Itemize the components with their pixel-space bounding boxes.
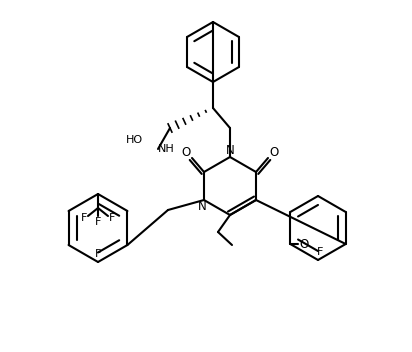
Text: F: F [95, 217, 101, 227]
Text: O: O [300, 238, 309, 251]
Text: NH: NH [158, 144, 175, 154]
Text: O: O [269, 145, 279, 158]
Text: F: F [95, 249, 101, 259]
Text: F: F [109, 213, 115, 223]
Text: F: F [317, 247, 323, 257]
Text: O: O [181, 145, 191, 158]
Text: N: N [226, 145, 234, 157]
Text: F: F [81, 213, 87, 223]
Text: N: N [198, 201, 206, 214]
Text: HO: HO [126, 135, 143, 145]
